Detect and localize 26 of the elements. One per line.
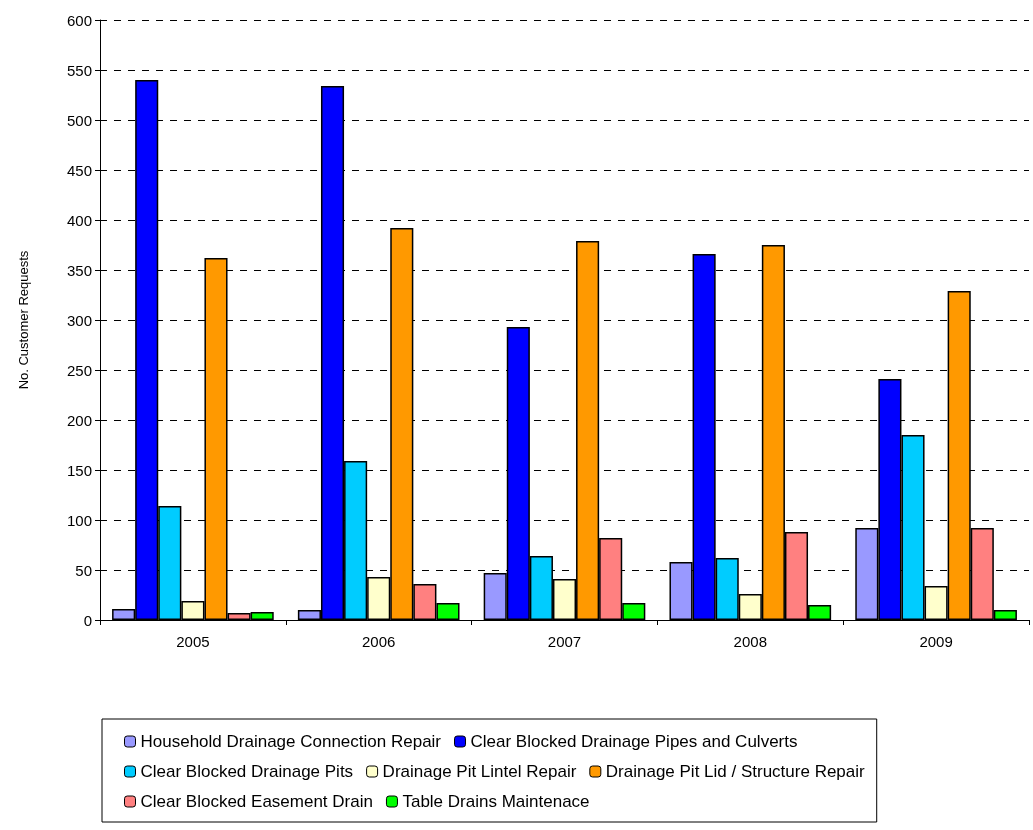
y-tick-label: 150 [66,461,92,479]
y-tick-label: 0 [83,611,92,629]
y-tick-label: 250 [66,361,92,379]
x-tick-label: 2005 [176,633,210,650]
y-tick-label: 300 [66,311,92,329]
y-tick-label: 450 [66,161,92,179]
x-tick-label: 2006 [362,633,396,650]
legend-label: Drainage Pit Lid / Structure Repair [605,762,866,781]
x-tick-label: 2007 [547,633,582,650]
y-tick-label: 350 [66,261,92,279]
y-axis-title: No. Customer Requests [16,250,31,390]
y-tick-label: 200 [66,411,92,429]
x-tick-label: 2008 [733,633,767,650]
y-tick-label: 600 [66,11,92,29]
legend-label: Household Drainage Connection Repair [140,732,442,751]
y-tick-label: 500 [66,111,92,129]
legend-label: Table Drains Maintenace [402,792,590,811]
legend-label: Clear Blocked Easement Drain [140,792,373,811]
x-tick-label: 2009 [919,633,953,650]
y-tick-label: 50 [75,561,92,579]
legend-label: Drainage Pit Lintel Repair [382,762,577,781]
y-tick-label: 400 [66,211,92,229]
y-tick-label: 550 [66,61,92,79]
legend-label: Clear Blocked Drainage Pits [140,762,354,781]
y-tick-label: 100 [66,511,92,529]
legend-label: Clear Blocked Drainage Pipes and Culverts [470,732,798,751]
